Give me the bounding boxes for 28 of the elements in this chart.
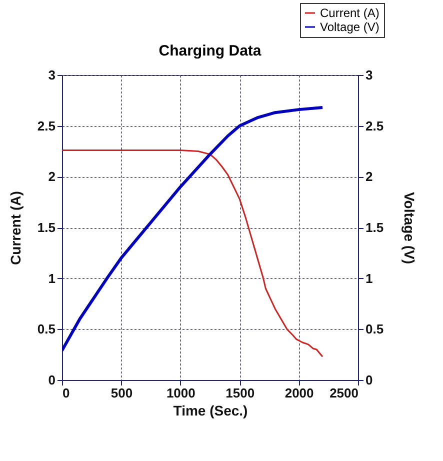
y2-tick-label: 1 — [366, 270, 373, 286]
chart-title: Charging Data — [158, 42, 262, 60]
legend-label: Current (A) — [320, 6, 380, 20]
x-tick-label: 1500 — [226, 386, 255, 400]
y2-tick-label: 2.5 — [366, 118, 384, 134]
y2-axis-title: Voltage (V) — [402, 192, 418, 264]
y-tick-label: 3 — [48, 68, 56, 82]
x-tick-label: 1000 — [166, 386, 196, 400]
line-series — [62, 106, 324, 352]
y-tick-label: 1.5 — [37, 220, 56, 235]
y2-tick-label: 2 — [366, 169, 373, 184]
x-axis-title: Time (Sec.) — [173, 402, 248, 418]
y-tick-label: 2 — [48, 169, 56, 184]
y-tick-label: 1 — [48, 270, 56, 286]
y2-tick-label: 3 — [366, 68, 373, 82]
x-tick-label: 2000 — [284, 386, 314, 400]
y2-tick-label: 1.5 — [366, 220, 384, 235]
x-tick-label: 2500 — [330, 386, 358, 400]
y2-tick-label: 0.5 — [366, 322, 384, 337]
y-tick-label: 0 — [48, 372, 56, 388]
y2-tick-label: 0 — [366, 372, 373, 388]
y-axis-title: Current (A) — [7, 191, 24, 265]
x-tick-label: 0 — [62, 386, 70, 400]
y-tick-label: 2.5 — [37, 118, 56, 134]
line-series — [62, 149, 324, 358]
legend-label: Voltage (V) — [320, 20, 380, 34]
y-tick-label: 0.5 — [37, 322, 56, 337]
x-tick-label: 500 — [110, 386, 133, 400]
